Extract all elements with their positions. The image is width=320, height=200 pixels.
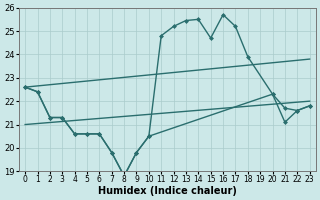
X-axis label: Humidex (Indice chaleur): Humidex (Indice chaleur) [98,186,237,196]
